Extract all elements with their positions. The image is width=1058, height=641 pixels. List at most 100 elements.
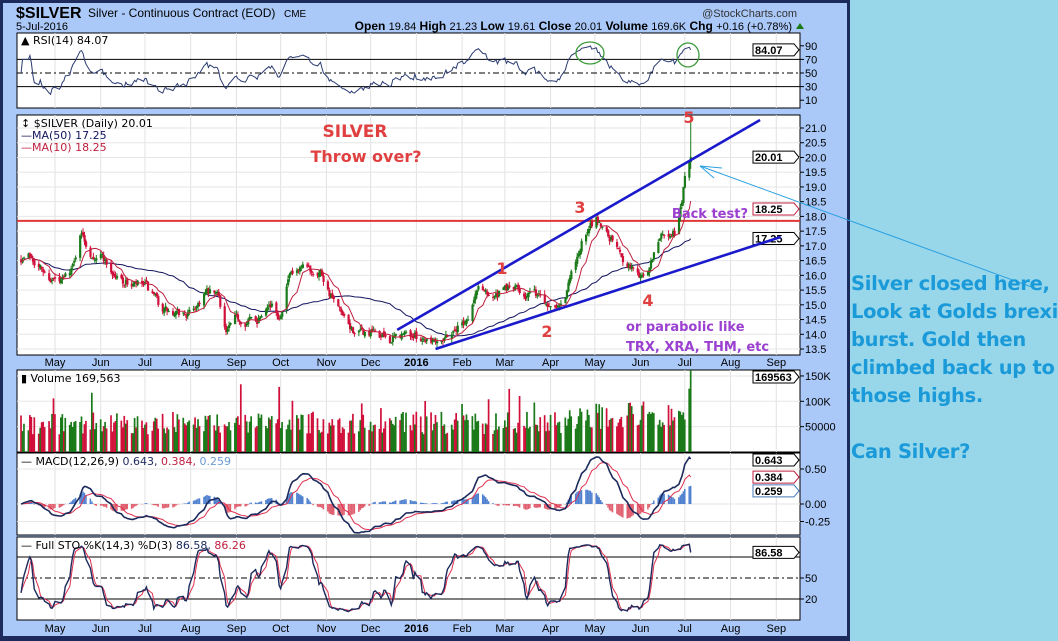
volume-bar xyxy=(237,416,239,452)
macd-histogram-bar xyxy=(213,496,215,504)
macd-histogram-bar xyxy=(619,504,621,516)
macd-histogram-bar xyxy=(32,503,34,504)
macd-histogram-bar xyxy=(498,504,500,506)
macd-histogram-bar xyxy=(70,501,72,504)
macd-legend: — MACD(12,26,9) 0.643, 0.384, 0.259 xyxy=(21,455,231,468)
volume-bar xyxy=(484,423,487,452)
volume-bar xyxy=(650,413,652,452)
volume-bar xyxy=(595,403,598,452)
arrowhead-line xyxy=(699,165,715,179)
candle xyxy=(436,341,439,344)
candle xyxy=(518,288,521,293)
volume-bar xyxy=(217,426,220,452)
macd-histogram-bar xyxy=(495,504,497,505)
macd-histogram-bar xyxy=(95,504,97,506)
candle xyxy=(629,264,632,269)
macd-histogram-bar xyxy=(296,492,298,504)
volume-bar xyxy=(234,422,236,452)
macd-histogram-bar xyxy=(68,502,71,504)
sto-axis-label: 20 xyxy=(805,594,817,606)
volume-bar xyxy=(312,411,314,452)
candle xyxy=(651,261,654,263)
candle xyxy=(649,260,653,269)
candle xyxy=(93,259,97,261)
volume-bar xyxy=(349,420,351,452)
lower-channel-line xyxy=(435,235,782,351)
candle xyxy=(680,202,684,206)
macd-histogram-bar xyxy=(672,497,674,504)
note-question: Can Silver? xyxy=(851,440,971,463)
macd-histogram-bar xyxy=(172,504,174,508)
macd-histogram-bar xyxy=(188,501,190,504)
volume-bar xyxy=(147,434,149,452)
macd-histogram-bar xyxy=(608,504,611,511)
volume-bar xyxy=(226,426,229,452)
candle xyxy=(670,234,673,236)
volume-bar xyxy=(359,420,362,452)
volume-bar xyxy=(27,430,30,452)
volume-bar xyxy=(523,425,525,452)
volume-bar xyxy=(660,426,663,452)
volume-bar xyxy=(130,433,133,452)
candle xyxy=(82,232,85,236)
volume-bar xyxy=(37,433,40,452)
volume-axis-label: 50000 xyxy=(805,422,836,434)
candle xyxy=(226,328,229,332)
macd-histogram-bar xyxy=(328,504,331,514)
volume-bar xyxy=(527,428,530,452)
candle xyxy=(297,269,300,271)
volume-bar xyxy=(577,416,580,452)
price-axis-label: 21.0 xyxy=(805,123,826,135)
macd-histogram-bar xyxy=(496,504,499,506)
candle xyxy=(506,286,510,290)
macd-histogram-bar xyxy=(684,488,686,504)
macd-histogram-bar xyxy=(237,504,239,507)
x-axis-label: Apr xyxy=(542,623,559,635)
candle xyxy=(528,291,532,294)
candle xyxy=(195,306,198,309)
macd-histogram-bar xyxy=(321,504,323,509)
candle xyxy=(349,322,352,330)
volume-bar xyxy=(42,421,44,452)
volume-bar xyxy=(172,411,174,452)
volume-bar xyxy=(182,417,185,452)
macd-histogram-bar xyxy=(322,504,325,510)
macd-histogram-bar xyxy=(331,504,333,515)
candle xyxy=(472,299,476,304)
volume-bar xyxy=(30,416,33,452)
candle xyxy=(586,231,589,234)
candle xyxy=(111,272,114,276)
candle xyxy=(256,321,259,324)
candle xyxy=(641,274,644,277)
macd-histogram-bar xyxy=(225,504,227,512)
volume-bar xyxy=(601,407,604,452)
macd-histogram-bar xyxy=(94,504,96,506)
volume-bar xyxy=(360,403,363,452)
volume-bar xyxy=(362,414,365,452)
candle xyxy=(52,278,55,280)
macd-histogram-bar xyxy=(507,504,509,506)
volume-bar xyxy=(281,422,283,452)
candle xyxy=(343,313,346,316)
candle xyxy=(101,254,104,256)
macd-histogram-bar xyxy=(167,504,170,508)
candle xyxy=(481,286,484,291)
volume-bar xyxy=(557,422,559,452)
candle xyxy=(157,296,160,305)
candle xyxy=(514,285,517,291)
sto-panel-plot xyxy=(17,543,800,613)
candle xyxy=(570,271,573,279)
candle xyxy=(661,234,664,236)
macd-legend-title: — MACD(12,26,9) xyxy=(21,455,123,468)
quote-value-chg: +0.16 (+0.78%) xyxy=(716,21,792,33)
quote-label-high: High xyxy=(416,19,449,33)
macd-histogram-bar xyxy=(374,501,376,504)
volume-bar xyxy=(669,425,671,452)
candle xyxy=(183,314,186,316)
macd-histogram-bar xyxy=(133,504,136,507)
macd-histogram-bar xyxy=(564,504,567,505)
candle xyxy=(502,287,505,290)
volume-bar xyxy=(93,429,96,452)
candle xyxy=(646,271,650,276)
